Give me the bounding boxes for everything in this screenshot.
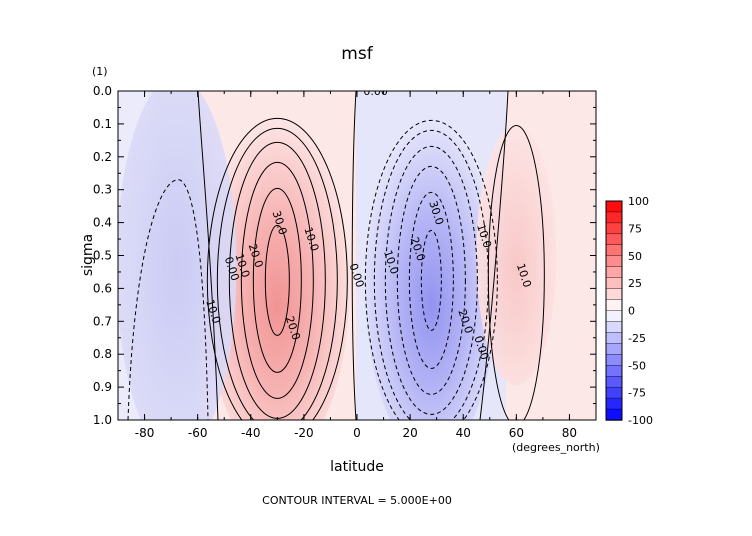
negative-contour (396, 165, 466, 395)
colorbar-segment (605, 397, 623, 410)
x-tick-label: 20 (402, 426, 417, 440)
negative-contour (420, 229, 442, 331)
zero-contour (479, 91, 509, 420)
negative-contour (127, 179, 209, 420)
x-tick-label: 80 (562, 426, 577, 440)
colorbar-segment (605, 277, 623, 290)
colorbar-tick-label: 0 (628, 305, 635, 318)
x-tick-label: 60 (509, 426, 524, 440)
negative-cell (118, 91, 237, 420)
colorbar-segment (605, 386, 623, 399)
x-tick-label: -60 (188, 426, 208, 440)
colorbar-segment (605, 321, 623, 334)
contour-lines (127, 91, 545, 420)
negative-contour (408, 191, 454, 369)
x-axis-unit: (degrees_north) (512, 441, 600, 454)
positive-cell (205, 116, 350, 420)
x-axis: -80 -60 -40 -20 0 20 40 60 80 (117, 91, 597, 440)
y-tick-label: 0.6 (93, 281, 112, 295)
chart-title: msf (341, 44, 373, 64)
colorbar-segment (605, 288, 623, 301)
contour-label: 0.00 (363, 85, 388, 98)
colorbar-segment (605, 299, 623, 312)
y-tick-label: 0.3 (93, 183, 112, 197)
y-axis: 0.0 0.1 0.2 0.3 0.4 0.5 0.6 0.7 0.8 0.9 1.0 (93, 84, 596, 427)
colorbar-segment (605, 365, 623, 377)
positive-contour (216, 127, 338, 420)
positive-contour (264, 224, 290, 336)
x-tick-label: 0 (353, 426, 361, 440)
colorbar-tick-label: -100 (628, 414, 653, 427)
y-tick-label: 0.9 (93, 380, 112, 394)
x-tick-label: 40 (456, 426, 471, 440)
negative-contour (364, 119, 498, 420)
x-tick-label: -20 (294, 426, 314, 440)
y-tick-label: 1.0 (93, 413, 112, 427)
colorbar-frame (605, 200, 623, 421)
colorbar-segment (605, 332, 623, 345)
colorbar-segment (605, 244, 623, 257)
negative-cell (365, 120, 498, 420)
colorbar-tick-label: -75 (628, 387, 646, 400)
colorbar-tick-label: -25 (628, 332, 646, 345)
colorbar-tick-label: -50 (628, 359, 646, 372)
colorbar-segment (605, 266, 623, 279)
colorbar: 100 75 50 25 0 -25 -50 -75 -100 (605, 195, 653, 427)
negative-contour (384, 145, 478, 415)
y-tick-label: 0.4 (93, 216, 112, 230)
contour-interval-note: CONTOUR INTERVAL = 5.000E+00 (262, 494, 452, 507)
zero-contour (197, 91, 219, 420)
colorbar-segment (605, 408, 623, 421)
colorbar-segment (605, 255, 623, 268)
colorbar-segment (605, 211, 623, 224)
colorbar-segment (605, 376, 623, 388)
colorbar-segment (605, 310, 623, 323)
colorbar-tick-label: 25 (628, 277, 642, 290)
positive-contour (240, 161, 314, 399)
positive-contour (487, 125, 545, 420)
zero-contour (351, 91, 357, 420)
x-axis-label: latitude (330, 459, 384, 475)
y-tick-label: 0.1 (93, 117, 112, 131)
colorbar-segment (605, 233, 623, 246)
colorbar-tick-label: 50 (628, 250, 642, 263)
y-unit-label: (1) (92, 65, 108, 78)
y-tick-label: 0.5 (93, 249, 112, 263)
y-tick-label: 0.0 (93, 84, 112, 98)
x-tick-label: -80 (135, 426, 155, 440)
positive-cell (476, 125, 557, 386)
colorbar-segment (605, 354, 623, 366)
x-tick-label: -40 (241, 426, 261, 440)
y-tick-label: 0.8 (93, 347, 112, 361)
circulation-cells (118, 91, 557, 420)
colorbar-tick-label: 75 (628, 222, 642, 235)
y-tick-label: 0.7 (93, 314, 112, 328)
y-tick-label: 0.2 (93, 150, 112, 164)
colorbar-segment (605, 222, 623, 235)
colorbar-segment (605, 200, 623, 213)
y-axis-label: sigma (80, 234, 96, 276)
colorbar-tick-label: 100 (628, 195, 649, 208)
positive-contour (206, 117, 348, 420)
positive-contour (252, 187, 302, 373)
colorbar-segment (605, 343, 623, 356)
